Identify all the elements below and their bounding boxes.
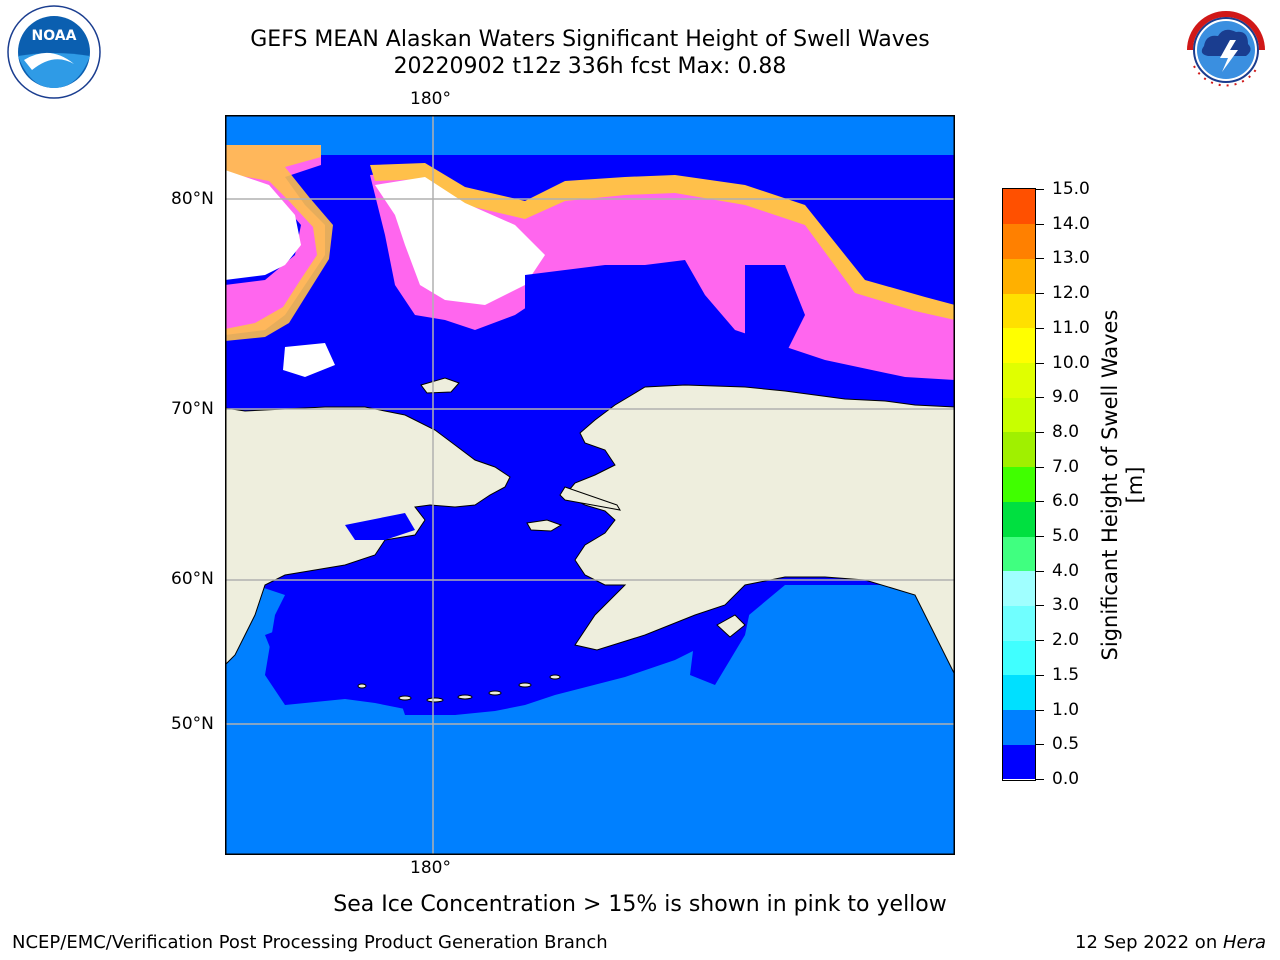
graticule [225, 115, 955, 855]
lat-label-50: 50°N [171, 714, 214, 734]
footer-right: 12 Sep 2022 on Hera [1075, 932, 1266, 954]
nws-logo [1176, 0, 1276, 100]
colorbar-tick-label: 2.0 [1052, 630, 1080, 651]
sea-ice-white-floe [283, 343, 335, 377]
wrangel-island [420, 377, 460, 394]
colorbar-tick-mark [1036, 779, 1044, 780]
noaa-logo-text: NOAA [32, 28, 77, 44]
colorbar-segment [1003, 466, 1035, 502]
footer-date: 12 Sep 2022 on [1075, 932, 1223, 953]
colorbar-tick-label: 7.0 [1052, 456, 1080, 477]
colorbar-tick-label: 0.5 [1052, 734, 1080, 755]
colorbar-label-text: Significant Height of Swell Waves [m] [1098, 309, 1147, 661]
colorbar-frame [1002, 188, 1036, 781]
colorbar-tick-label: 14.0 [1052, 213, 1090, 234]
colorbar-tick-mark [1036, 466, 1044, 468]
colorbar-tick-label: 11.0 [1052, 317, 1090, 338]
colorbar-tick-label: 10.0 [1052, 352, 1090, 373]
colorbar-tick-label: 12.0 [1052, 283, 1090, 304]
lat-label-60: 60°N [171, 569, 214, 589]
colorbar-segment [1003, 570, 1035, 606]
colorbar-tick-mark [1036, 536, 1044, 538]
colorbar-tick-label: 5.0 [1052, 526, 1080, 547]
colorbar-segment [1003, 258, 1035, 294]
kodiak-island [716, 614, 746, 638]
colorbar-tick-label: 1.0 [1052, 699, 1080, 720]
st-lawrence-island [526, 519, 563, 532]
colorbar-segment [1003, 709, 1035, 745]
colorbar-tick-mark [1036, 744, 1044, 746]
colorbar-tick-label: 4.0 [1052, 560, 1080, 581]
colorbar-segment [1003, 362, 1035, 398]
chart-title: GEFS MEAN Alaskan Waters Significant Hei… [250, 27, 930, 52]
bay-anadyr [345, 513, 415, 540]
colorbar-tick-label: 0.0 [1052, 769, 1080, 789]
noaa-logo: NOAA [4, 4, 104, 100]
footer-left: NCEP/EMC/Verification Post Processing Pr… [12, 932, 608, 953]
lon-label-bottom: 180° [410, 858, 451, 878]
colorbar-tick-mark [1036, 501, 1044, 503]
colorbar-tick-mark [1036, 640, 1044, 642]
sea-ice-inner-open [375, 177, 545, 305]
sea-ice-central-margin [370, 163, 955, 320]
colorbar-segment [1003, 189, 1035, 225]
colorbar-segment [1003, 501, 1035, 537]
ocean-patch [265, 620, 345, 675]
colorbar-tick-mark [1036, 362, 1044, 364]
map-frame [225, 115, 955, 855]
ocean-patch [395, 635, 505, 715]
colorbar-tick-mark [1036, 570, 1044, 572]
colorbar-tick-mark [1036, 674, 1044, 676]
colorbar-tick-mark [1036, 397, 1044, 399]
colorbar-segment [1003, 223, 1035, 259]
land-alaska [564, 384, 955, 676]
colorbar-tick-label: 1.5 [1052, 664, 1080, 685]
colorbar-segment [1003, 536, 1035, 572]
aleutian-islands [357, 674, 561, 703]
colorbar-tick-label: 15.0 [1052, 179, 1090, 199]
ocean-lead [525, 265, 725, 345]
chart-subtitle: 20220902 t12z 336h fcst Max: 0.88 [393, 54, 787, 79]
colorbar-tick-mark [1036, 431, 1044, 433]
lat-label-80: 80°N [171, 189, 214, 209]
ocean-lead [745, 265, 805, 355]
caption: Sea Ice Concentration > 15% is shown in … [333, 892, 947, 917]
colorbar-segment [1003, 327, 1035, 364]
sea-ice-west-open [225, 170, 301, 280]
colorbar-segment [1003, 293, 1035, 329]
land-seward [559, 486, 621, 511]
map-plot [225, 115, 955, 855]
lon-label-top: 180° [410, 89, 451, 109]
colorbar-tick-mark [1036, 223, 1044, 225]
footer-host: Hera [1222, 932, 1266, 953]
colorbar-segment [1003, 744, 1035, 780]
sea-ice-west-margin [225, 145, 333, 341]
colorbar-tick-mark [1036, 189, 1044, 190]
colorbar-tick-mark [1036, 258, 1044, 260]
colorbar-tick-label: 6.0 [1052, 491, 1080, 512]
colorbar-tick-mark [1036, 327, 1044, 329]
colorbar-tick-label: 13.0 [1052, 248, 1090, 269]
colorbar-segment [1003, 674, 1035, 711]
colorbar-segment [1003, 431, 1035, 468]
colorbar-tick-label: 3.0 [1052, 595, 1080, 616]
colorbar-tick-mark [1036, 709, 1044, 711]
colorbar-tick-label: 8.0 [1052, 421, 1080, 442]
colorbar-tick-mark [1036, 605, 1044, 607]
colorbar-segment [1003, 397, 1035, 433]
colorbar-segment [1003, 605, 1035, 641]
colorbar-tick-mark [1036, 293, 1044, 295]
colorbar-tick-label: 9.0 [1052, 387, 1080, 408]
lat-label-70: 70°N [171, 399, 214, 419]
colorbar-segment [1003, 640, 1035, 676]
